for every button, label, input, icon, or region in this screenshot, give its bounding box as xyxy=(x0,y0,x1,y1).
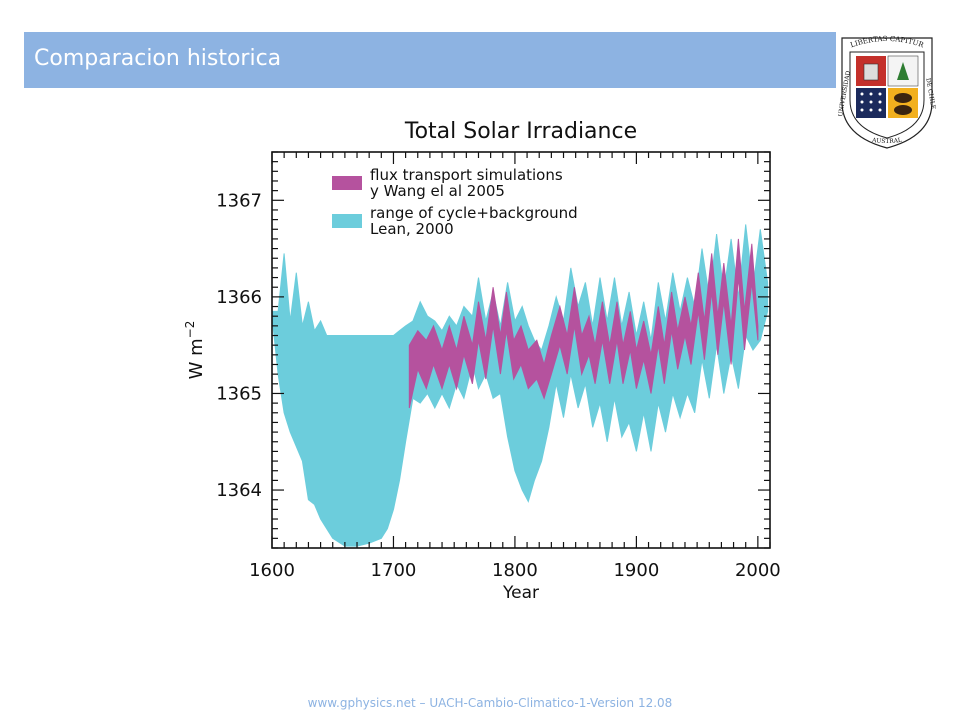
band-lean-2000 xyxy=(271,224,769,547)
y-tick-label: 1367 xyxy=(216,190,262,211)
x-tick-label: 1600 xyxy=(249,560,295,581)
legend-label: range of cycle+background Lean, 2000 xyxy=(370,204,578,238)
slide-footer: www.gphysics.net – UACH-Cambio-Climatico… xyxy=(307,696,673,710)
slide-title: Comparacion historica xyxy=(34,46,282,71)
crest-right-text: DE CHILE xyxy=(924,78,936,110)
y-axis-label: W m−2 xyxy=(183,321,207,380)
title-bar: Comparacion historica xyxy=(24,32,836,88)
x-tick-label: 1900 xyxy=(613,560,659,581)
solar-irradiance-chart: 1600 1700 1800 1900 2000 1364 1365 1366 1367 Tota… xyxy=(183,119,781,603)
x-tick-label: 1700 xyxy=(371,560,417,581)
x-tick-label: 1800 xyxy=(492,560,538,581)
x-axis-label: Year xyxy=(502,583,539,603)
y-tick-label: 1366 xyxy=(216,287,262,308)
legend-swatch xyxy=(332,214,362,228)
legend-label: flux transport simulations y Wang el al 2… xyxy=(370,166,563,200)
university-crest-logo: LIBERTAS CAPITUR UNIVERSIDAD AUSTRAL DE … xyxy=(838,35,936,149)
x-tick-label: 2000 xyxy=(735,560,781,581)
y-tick-label: 1364 xyxy=(216,480,262,501)
y-tick-label: 1365 xyxy=(216,383,262,404)
legend-swatch xyxy=(332,176,362,190)
chart-title: Total Solar Irradiance xyxy=(404,119,637,144)
plot-frame xyxy=(271,151,771,549)
crest-bottom-text: AUSTRAL xyxy=(871,137,903,145)
band-wang-2005 xyxy=(408,238,759,409)
